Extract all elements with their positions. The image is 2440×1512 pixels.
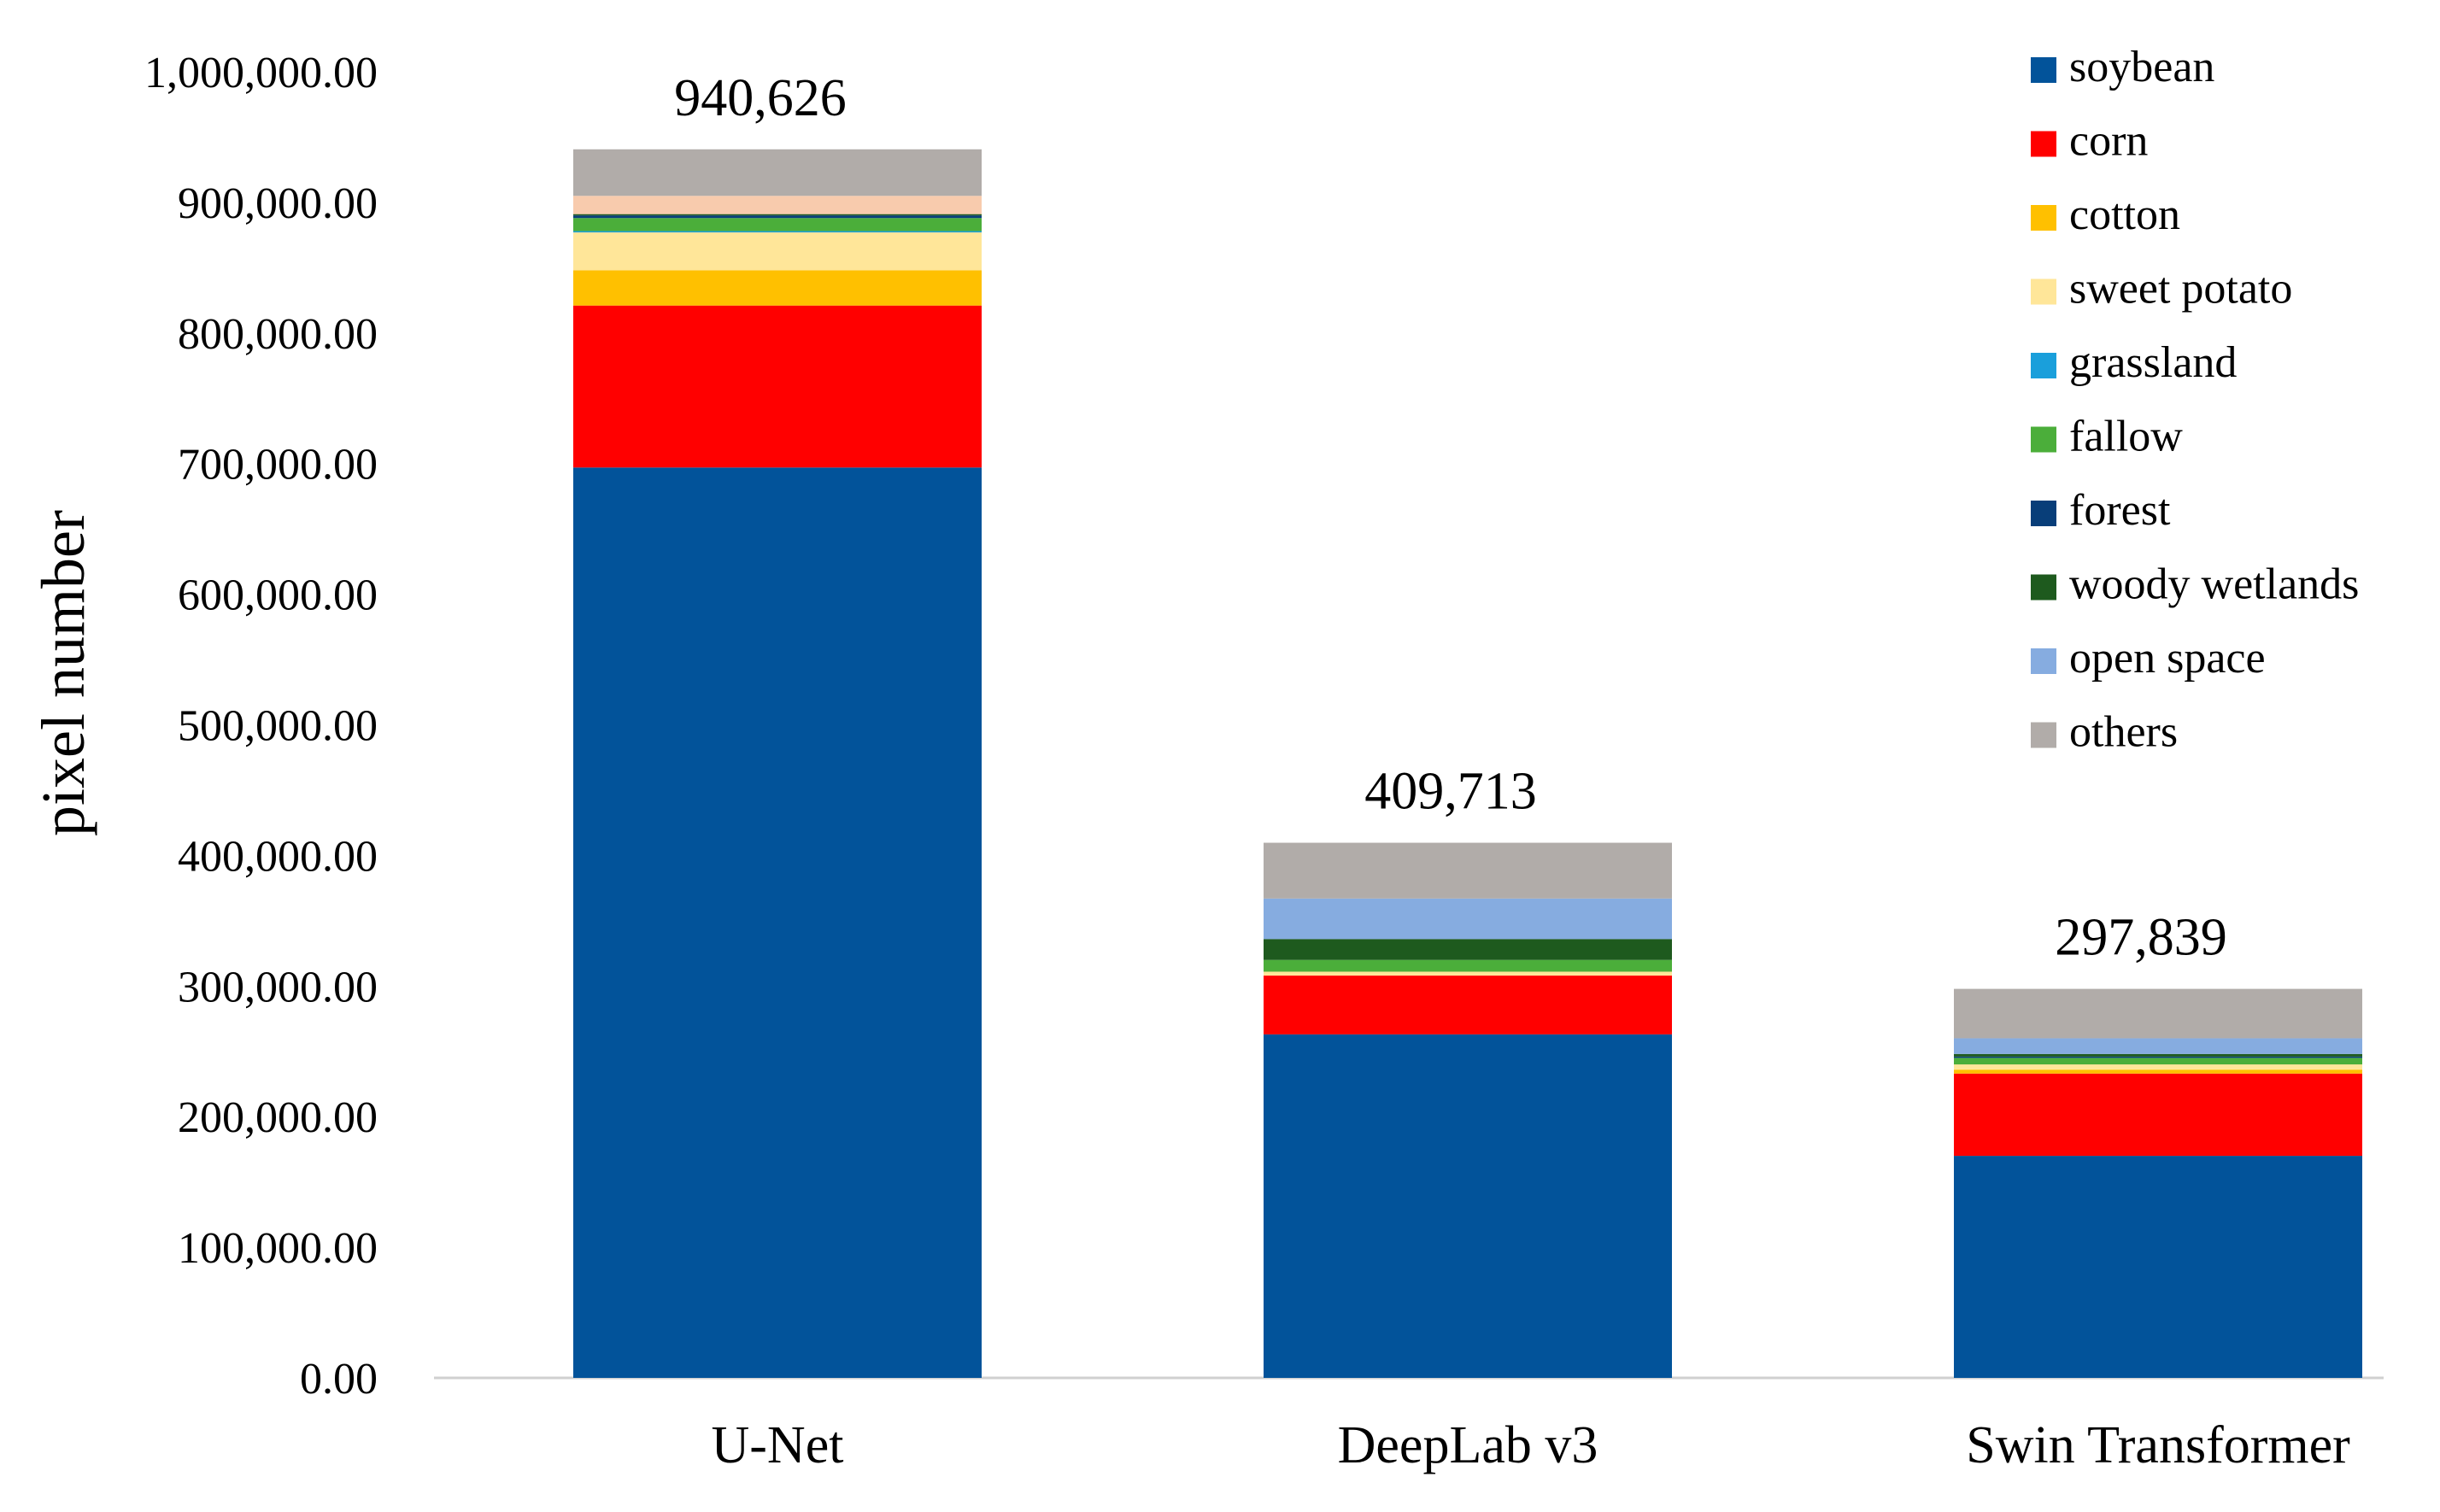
y-tick-label: 0.00 bbox=[300, 1355, 378, 1404]
bar-segment-woody-wetlands bbox=[573, 214, 982, 216]
legend-item-grassland: grassland bbox=[2031, 338, 2237, 387]
legend-label: grassland bbox=[2069, 338, 2237, 387]
bar-segment-open-space bbox=[1264, 898, 1672, 940]
bar-segment-soybean bbox=[1954, 1156, 2362, 1378]
bar-segment-forest bbox=[573, 215, 982, 219]
legend-item-soybean: soybean bbox=[2031, 43, 2214, 91]
legend-swatch bbox=[2031, 648, 2056, 674]
legend-item-open-space: open space bbox=[2031, 634, 2266, 683]
y-tick-label: 700,000.00 bbox=[178, 441, 378, 489]
x-axis-labels: U-Net DeepLab v3 Swin Transformer bbox=[712, 1416, 2351, 1474]
legend-label: woody wetlands bbox=[2069, 560, 2359, 609]
total-data-label: 409,713 bbox=[1364, 763, 1537, 821]
y-tick-label: 800,000.00 bbox=[178, 310, 378, 359]
legend-label: open space bbox=[2069, 634, 2266, 683]
y-tick-label: 300,000.00 bbox=[178, 963, 378, 1011]
bar-segment-fallow bbox=[573, 218, 982, 231]
legend-swatch bbox=[2031, 131, 2056, 157]
bar-segment-sweet-potato bbox=[1264, 971, 1672, 976]
y-axis-title: pixel number bbox=[29, 510, 97, 836]
x-tick-label: Swin Transformer bbox=[1966, 1416, 2350, 1474]
bar-segment-cotton bbox=[1954, 1070, 2362, 1074]
bar-segment-grassland bbox=[573, 231, 982, 233]
bar-segment-woody-wetlands bbox=[1264, 939, 1672, 960]
bar-segment-soybean bbox=[1264, 1034, 1672, 1378]
legend-item-cotton: cotton bbox=[2031, 190, 2180, 239]
bar-stacks bbox=[573, 149, 2362, 1378]
bar-segment-corn bbox=[1264, 976, 1672, 1034]
y-tick-label: 1,000,000.00 bbox=[144, 49, 378, 97]
y-tick-label: 600,000.00 bbox=[178, 571, 378, 620]
total-data-label: 297,839 bbox=[2055, 909, 2227, 967]
legend-item-forest: forest bbox=[2031, 486, 2171, 535]
bar-segment-others bbox=[573, 149, 982, 196]
bar-segment-others bbox=[1954, 988, 2362, 1039]
legend-swatch bbox=[2031, 278, 2056, 305]
legend: soybean corn cotton sweet potato grassland fa… bbox=[2031, 43, 2359, 757]
legend-label: soybean bbox=[2069, 43, 2214, 91]
legend-item-others: others bbox=[2031, 708, 2178, 757]
legend-item-fallow: fallow bbox=[2031, 413, 2183, 461]
bar-segment-corn bbox=[573, 305, 982, 468]
bar-segment-peach bbox=[573, 196, 982, 214]
bar-segment-woody-wetlands bbox=[1954, 1053, 2362, 1057]
y-axis-ticks: 0.00 100,000.00 200,000.00 300,000.00 400,00… bbox=[144, 49, 378, 1404]
legend-label: fallow bbox=[2069, 413, 2183, 461]
bar-stack-0 bbox=[573, 149, 982, 1378]
legend-swatch bbox=[2031, 722, 2056, 748]
legend-item-corn: corn bbox=[2031, 117, 2148, 166]
bar-stack-2 bbox=[1954, 988, 2362, 1378]
y-tick-label: 100,000.00 bbox=[178, 1224, 378, 1273]
x-tick-label: U-Net bbox=[712, 1416, 844, 1474]
bar-segment-forest bbox=[1954, 1056, 2362, 1058]
bar-segment-open-space bbox=[1954, 1038, 2362, 1054]
bar-segment-cotton bbox=[573, 270, 982, 306]
y-tick-label: 200,000.00 bbox=[178, 1093, 378, 1142]
legend-swatch bbox=[2031, 574, 2056, 601]
total-data-label: 940,626 bbox=[674, 69, 847, 127]
y-tick-label: 900,000.00 bbox=[178, 179, 378, 228]
legend-label: forest bbox=[2069, 486, 2171, 535]
x-tick-label: DeepLab v3 bbox=[1338, 1416, 1598, 1474]
bar-segment-fallow bbox=[1954, 1058, 2362, 1065]
legend-label: cotton bbox=[2069, 190, 2180, 239]
bar-segment-sweet-potato bbox=[1954, 1064, 2362, 1070]
legend-item-sweet-potato: sweet potato bbox=[2031, 265, 2292, 314]
y-tick-label: 400,000.00 bbox=[178, 832, 378, 881]
legend-swatch bbox=[2031, 353, 2056, 378]
legend-swatch bbox=[2031, 501, 2056, 526]
legend-swatch bbox=[2031, 205, 2056, 231]
total-labels: 940,626 409,713 297,839 bbox=[674, 69, 2227, 967]
legend-label: corn bbox=[2069, 117, 2148, 166]
bar-stack-1 bbox=[1264, 842, 1672, 1378]
bar-segment-others bbox=[1264, 842, 1672, 899]
legend-item-woody-wetlands: woody wetlands bbox=[2031, 560, 2359, 609]
legend-swatch bbox=[2031, 426, 2056, 453]
y-tick-label: 500,000.00 bbox=[178, 702, 378, 751]
bar-segment-fallow bbox=[1264, 959, 1672, 972]
bar-segment-sweet-potato bbox=[573, 232, 982, 271]
bar-segment-soybean bbox=[573, 467, 982, 1378]
bar-segment-corn bbox=[1954, 1073, 2362, 1157]
legend-label: others bbox=[2069, 708, 2178, 757]
legend-swatch bbox=[2031, 57, 2056, 83]
legend-label: sweet potato bbox=[2069, 265, 2292, 314]
